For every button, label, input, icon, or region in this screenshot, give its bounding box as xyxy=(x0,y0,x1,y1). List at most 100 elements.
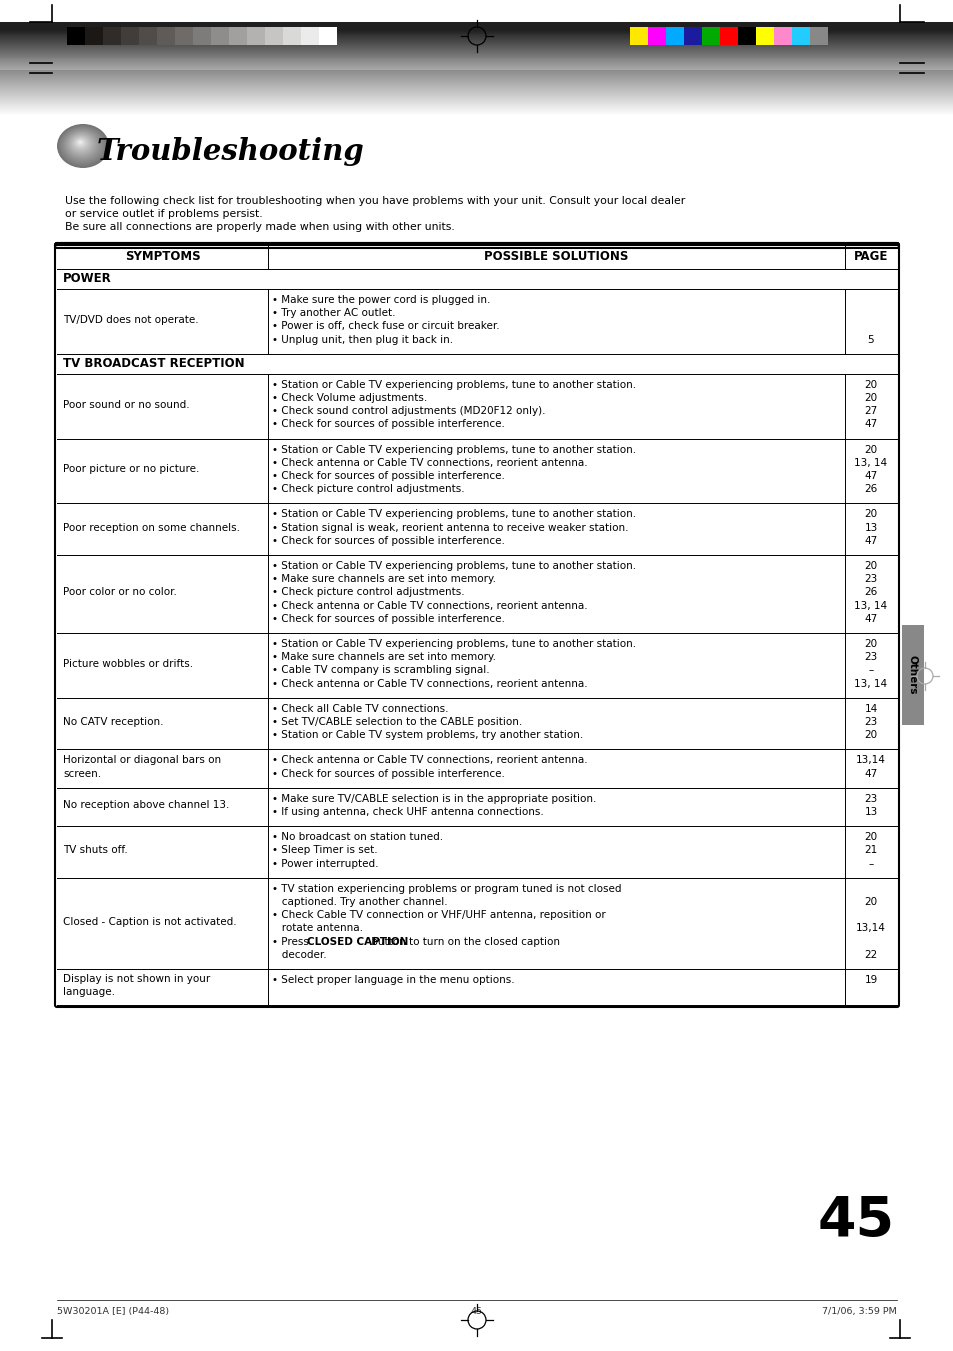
Text: No reception above channel 13.: No reception above channel 13. xyxy=(63,800,229,811)
Ellipse shape xyxy=(67,132,96,157)
Text: 5: 5 xyxy=(867,335,873,345)
Text: • Sleep Timer is set.: • Sleep Timer is set. xyxy=(272,846,377,855)
Ellipse shape xyxy=(58,126,107,166)
Text: 19: 19 xyxy=(863,975,877,985)
Bar xyxy=(85,27,103,45)
Text: 45: 45 xyxy=(471,1306,482,1316)
Text: • If using antenna, check UHF antenna connections.: • If using antenna, check UHF antenna co… xyxy=(272,807,543,817)
Text: • Check for sources of possible interference.: • Check for sources of possible interfer… xyxy=(272,419,504,430)
Text: • Cable TV company is scrambling signal.: • Cable TV company is scrambling signal. xyxy=(272,666,489,676)
Text: • Make sure TV/CABLE selection is in the appropriate position.: • Make sure TV/CABLE selection is in the… xyxy=(272,794,596,804)
Text: • Check for sources of possible interference.: • Check for sources of possible interfer… xyxy=(272,471,504,481)
Text: 23: 23 xyxy=(863,717,877,727)
Ellipse shape xyxy=(71,135,91,151)
Ellipse shape xyxy=(75,138,86,147)
Text: No CATV reception.: No CATV reception. xyxy=(63,717,163,727)
Text: • Station signal is weak, reorient antenna to receive weaker station.: • Station signal is weak, reorient anten… xyxy=(272,523,628,532)
Bar xyxy=(57,354,896,374)
Text: • Check picture control adjustments.: • Check picture control adjustments. xyxy=(272,588,464,597)
Text: 47: 47 xyxy=(863,471,877,481)
Text: Use the following check list for troubleshooting when you have problems with you: Use the following check list for trouble… xyxy=(65,196,684,205)
Bar xyxy=(121,27,139,45)
Text: TV shuts off.: TV shuts off. xyxy=(63,846,128,855)
Text: captioned. Try another channel.: captioned. Try another channel. xyxy=(272,897,447,907)
Text: • Check all Cable TV connections.: • Check all Cable TV connections. xyxy=(272,704,448,713)
Ellipse shape xyxy=(64,130,100,161)
Ellipse shape xyxy=(62,128,102,162)
Ellipse shape xyxy=(61,127,104,163)
Bar xyxy=(229,27,247,45)
Text: Horizontal or diagonal bars on: Horizontal or diagonal bars on xyxy=(63,755,221,766)
Text: • Power interrupted.: • Power interrupted. xyxy=(272,859,378,869)
Text: 20: 20 xyxy=(863,730,877,740)
Ellipse shape xyxy=(68,132,95,155)
Ellipse shape xyxy=(77,139,84,146)
Text: • Station or Cable TV experiencing problems, tune to another station.: • Station or Cable TV experiencing probl… xyxy=(272,509,636,519)
Ellipse shape xyxy=(66,131,97,158)
Text: Troubleshooting: Troubleshooting xyxy=(97,136,364,166)
Ellipse shape xyxy=(78,141,82,143)
Ellipse shape xyxy=(60,127,105,165)
Text: CLOSED CAPTION: CLOSED CAPTION xyxy=(307,936,408,947)
Bar xyxy=(211,27,229,45)
Text: 23: 23 xyxy=(863,794,877,804)
Text: • Check antenna or Cable TV connections, reorient antenna.: • Check antenna or Cable TV connections,… xyxy=(272,458,587,467)
Text: 13,14: 13,14 xyxy=(855,923,885,934)
Text: 13,14: 13,14 xyxy=(855,755,885,766)
Text: rotate antenna.: rotate antenna. xyxy=(272,923,363,934)
Bar xyxy=(773,27,791,45)
Text: button to turn on the closed caption: button to turn on the closed caption xyxy=(367,936,559,947)
Ellipse shape xyxy=(62,127,103,163)
Text: 20: 20 xyxy=(863,444,877,454)
Text: • Station or Cable TV experiencing problems, tune to another station.: • Station or Cable TV experiencing probl… xyxy=(272,444,636,454)
Text: • Check for sources of possible interference.: • Check for sources of possible interfer… xyxy=(272,613,504,624)
Text: 13, 14: 13, 14 xyxy=(854,678,886,689)
Text: 20: 20 xyxy=(863,509,877,519)
Bar xyxy=(174,27,193,45)
Text: • Check antenna or Cable TV connections, reorient antenna.: • Check antenna or Cable TV connections,… xyxy=(272,755,587,766)
Text: 47: 47 xyxy=(863,419,877,430)
Bar xyxy=(809,27,827,45)
Ellipse shape xyxy=(65,130,99,159)
Text: 21: 21 xyxy=(863,846,877,855)
Text: • Make sure the power cord is plugged in.: • Make sure the power cord is plugged in… xyxy=(272,295,490,305)
Text: • Make sure channels are set into memory.: • Make sure channels are set into memory… xyxy=(272,574,496,584)
Text: 13: 13 xyxy=(863,807,877,817)
Bar xyxy=(629,27,647,45)
Ellipse shape xyxy=(70,134,92,153)
Bar xyxy=(647,27,665,45)
Text: 22: 22 xyxy=(863,950,877,959)
Text: Picture wobbles or drifts.: Picture wobbles or drifts. xyxy=(63,659,193,669)
Text: • Station or Cable TV experiencing problems, tune to another station.: • Station or Cable TV experiencing probl… xyxy=(272,380,636,390)
Text: • Check Cable TV connection or VHF/UHF antenna, reposition or: • Check Cable TV connection or VHF/UHF a… xyxy=(272,911,605,920)
Text: language.: language. xyxy=(63,988,115,997)
Ellipse shape xyxy=(71,135,91,153)
Ellipse shape xyxy=(58,124,108,168)
Text: 26: 26 xyxy=(863,484,877,494)
Text: 27: 27 xyxy=(863,407,877,416)
Text: 5W30201A [E] (P44-48): 5W30201A [E] (P44-48) xyxy=(57,1306,169,1316)
Bar xyxy=(318,27,336,45)
Text: • Check sound control adjustments (MD20F12 only).: • Check sound control adjustments (MD20F… xyxy=(272,407,545,416)
Text: Poor color or no color.: Poor color or no color. xyxy=(63,588,176,597)
Text: decoder.: decoder. xyxy=(272,950,326,959)
Text: Others: Others xyxy=(907,655,917,694)
Text: • Station or Cable TV experiencing problems, tune to another station.: • Station or Cable TV experiencing probl… xyxy=(272,561,636,571)
Text: SYMPTOMS: SYMPTOMS xyxy=(125,250,200,263)
Bar xyxy=(57,269,896,289)
Text: 23: 23 xyxy=(863,574,877,584)
Bar xyxy=(791,27,809,45)
Text: Closed - Caption is not activated.: Closed - Caption is not activated. xyxy=(63,917,236,927)
Bar xyxy=(247,27,265,45)
Text: 47: 47 xyxy=(863,613,877,624)
Ellipse shape xyxy=(70,134,93,154)
Bar xyxy=(755,27,773,45)
Text: • Check for sources of possible interference.: • Check for sources of possible interfer… xyxy=(272,536,504,546)
Text: Display is not shown in your: Display is not shown in your xyxy=(63,974,210,984)
Text: 7/1/06, 3:59 PM: 7/1/06, 3:59 PM xyxy=(821,1306,896,1316)
Bar xyxy=(67,27,85,45)
Text: screen.: screen. xyxy=(63,769,101,778)
Bar xyxy=(665,27,683,45)
Text: TV/DVD does not operate.: TV/DVD does not operate. xyxy=(63,315,198,324)
Text: • Check antenna or Cable TV connections, reorient antenna.: • Check antenna or Cable TV connections,… xyxy=(272,601,587,611)
